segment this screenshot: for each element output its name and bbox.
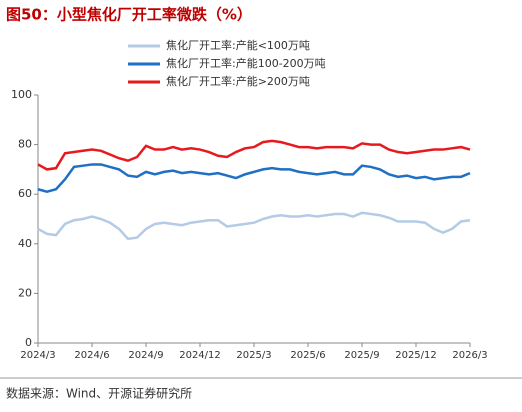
y-tick-label: 40: [18, 237, 32, 250]
line-series: [37, 163, 471, 194]
y-tick-label: 20: [18, 286, 32, 299]
line-series: [37, 139, 471, 171]
source: 数据来源：Wind、开源证券研究所: [6, 386, 192, 401]
x-tick-label: 2026/3: [452, 350, 487, 361]
x-tick-label: 2025/9: [344, 350, 379, 361]
x-tick-label: 2024/9: [128, 350, 163, 361]
y-tick-label: 0: [25, 336, 32, 349]
legend-label: 焦化厂开工率:产能100-200万吨: [166, 56, 326, 70]
x-tick-label: 2025/12: [395, 350, 437, 361]
x-tick-label: 2025/3: [236, 350, 271, 361]
y-tick-label: 80: [18, 138, 32, 151]
line-series: [37, 211, 471, 241]
legend-label: 焦化厂开工率:产能>200万吨: [166, 74, 310, 88]
y-tick-label: 60: [18, 187, 32, 200]
y-tick-label: 100: [11, 88, 32, 101]
x-tick-label: 2025/6: [290, 350, 325, 361]
chart-title: 图50：小型焦化厂开工率微跌（%）: [6, 6, 252, 24]
x-tick-label: 2024/12: [179, 350, 221, 361]
x-tick-label: 2024/3: [20, 350, 55, 361]
legend-label: 焦化厂开工率:产能<100万吨: [166, 38, 310, 52]
x-tick-label: 2024/6: [74, 350, 109, 361]
